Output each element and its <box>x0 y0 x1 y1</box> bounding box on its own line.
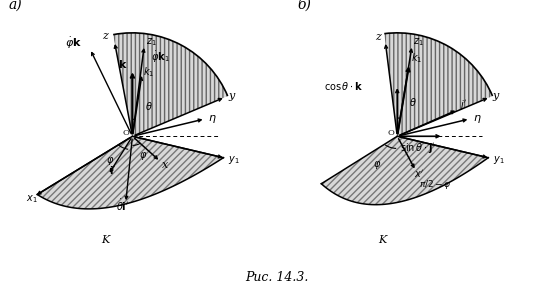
Polygon shape <box>113 33 146 136</box>
Polygon shape <box>321 136 488 205</box>
Text: $\mathbf{k}$: $\mathbf{k}$ <box>118 58 127 70</box>
Text: $k_1$: $k_1$ <box>411 51 422 65</box>
Text: $x'$: $x'$ <box>413 169 424 180</box>
Text: $k_1$: $k_1$ <box>143 65 155 79</box>
Text: $\dot{\theta}\mathbf{i}'$: $\dot{\theta}\mathbf{i}'$ <box>116 198 129 213</box>
Text: $y_1$: $y_1$ <box>228 154 239 166</box>
Text: K: K <box>101 235 109 245</box>
Text: $\theta$: $\theta$ <box>409 96 417 108</box>
Text: $z_1$: $z_1$ <box>146 36 156 48</box>
Text: $\theta$: $\theta$ <box>145 100 152 112</box>
Text: $x_1$: $x_1$ <box>25 193 37 205</box>
Text: $\dot{\varphi}\mathbf{k}$: $\dot{\varphi}\mathbf{k}$ <box>65 36 83 51</box>
Text: а): а) <box>8 0 22 11</box>
Text: y: y <box>493 92 499 101</box>
Text: $y_1$: $y_1$ <box>493 154 504 166</box>
Text: $\varphi$: $\varphi$ <box>106 155 114 167</box>
Polygon shape <box>384 33 414 136</box>
Text: O: O <box>122 129 130 137</box>
Text: $j'$: $j'$ <box>459 98 468 112</box>
Text: $\dot{\varphi}\mathbf{k}_1$: $\dot{\varphi}\mathbf{k}_1$ <box>151 50 170 65</box>
Text: $\mathbf{i}'$: $\mathbf{i}'$ <box>109 164 116 176</box>
Polygon shape <box>397 34 493 136</box>
Text: Рис. 14.3.: Рис. 14.3. <box>245 271 309 284</box>
Text: O: O <box>387 129 394 137</box>
Text: $\varphi$: $\varphi$ <box>373 159 381 171</box>
Text: $\eta$: $\eta$ <box>473 113 481 125</box>
Text: z: z <box>102 30 108 40</box>
Text: z: z <box>376 32 381 42</box>
Polygon shape <box>37 136 223 209</box>
Text: $\cos\theta\cdot\mathbf{k}$: $\cos\theta\cdot\mathbf{k}$ <box>324 80 364 92</box>
Text: б): б) <box>297 0 311 11</box>
Text: $z_1$: $z_1$ <box>413 36 424 48</box>
Polygon shape <box>132 34 228 136</box>
Text: $\pi/2-\varphi$: $\pi/2-\varphi$ <box>419 179 452 191</box>
Text: K: K <box>378 235 386 245</box>
Text: $\sin\theta\cdot\mathbf{j}'$: $\sin\theta\cdot\mathbf{j}'$ <box>399 141 435 155</box>
Text: $\eta$: $\eta$ <box>208 113 217 125</box>
Text: x: x <box>162 160 168 170</box>
Text: y: y <box>228 92 234 101</box>
Text: $\varphi$: $\varphi$ <box>138 150 147 162</box>
